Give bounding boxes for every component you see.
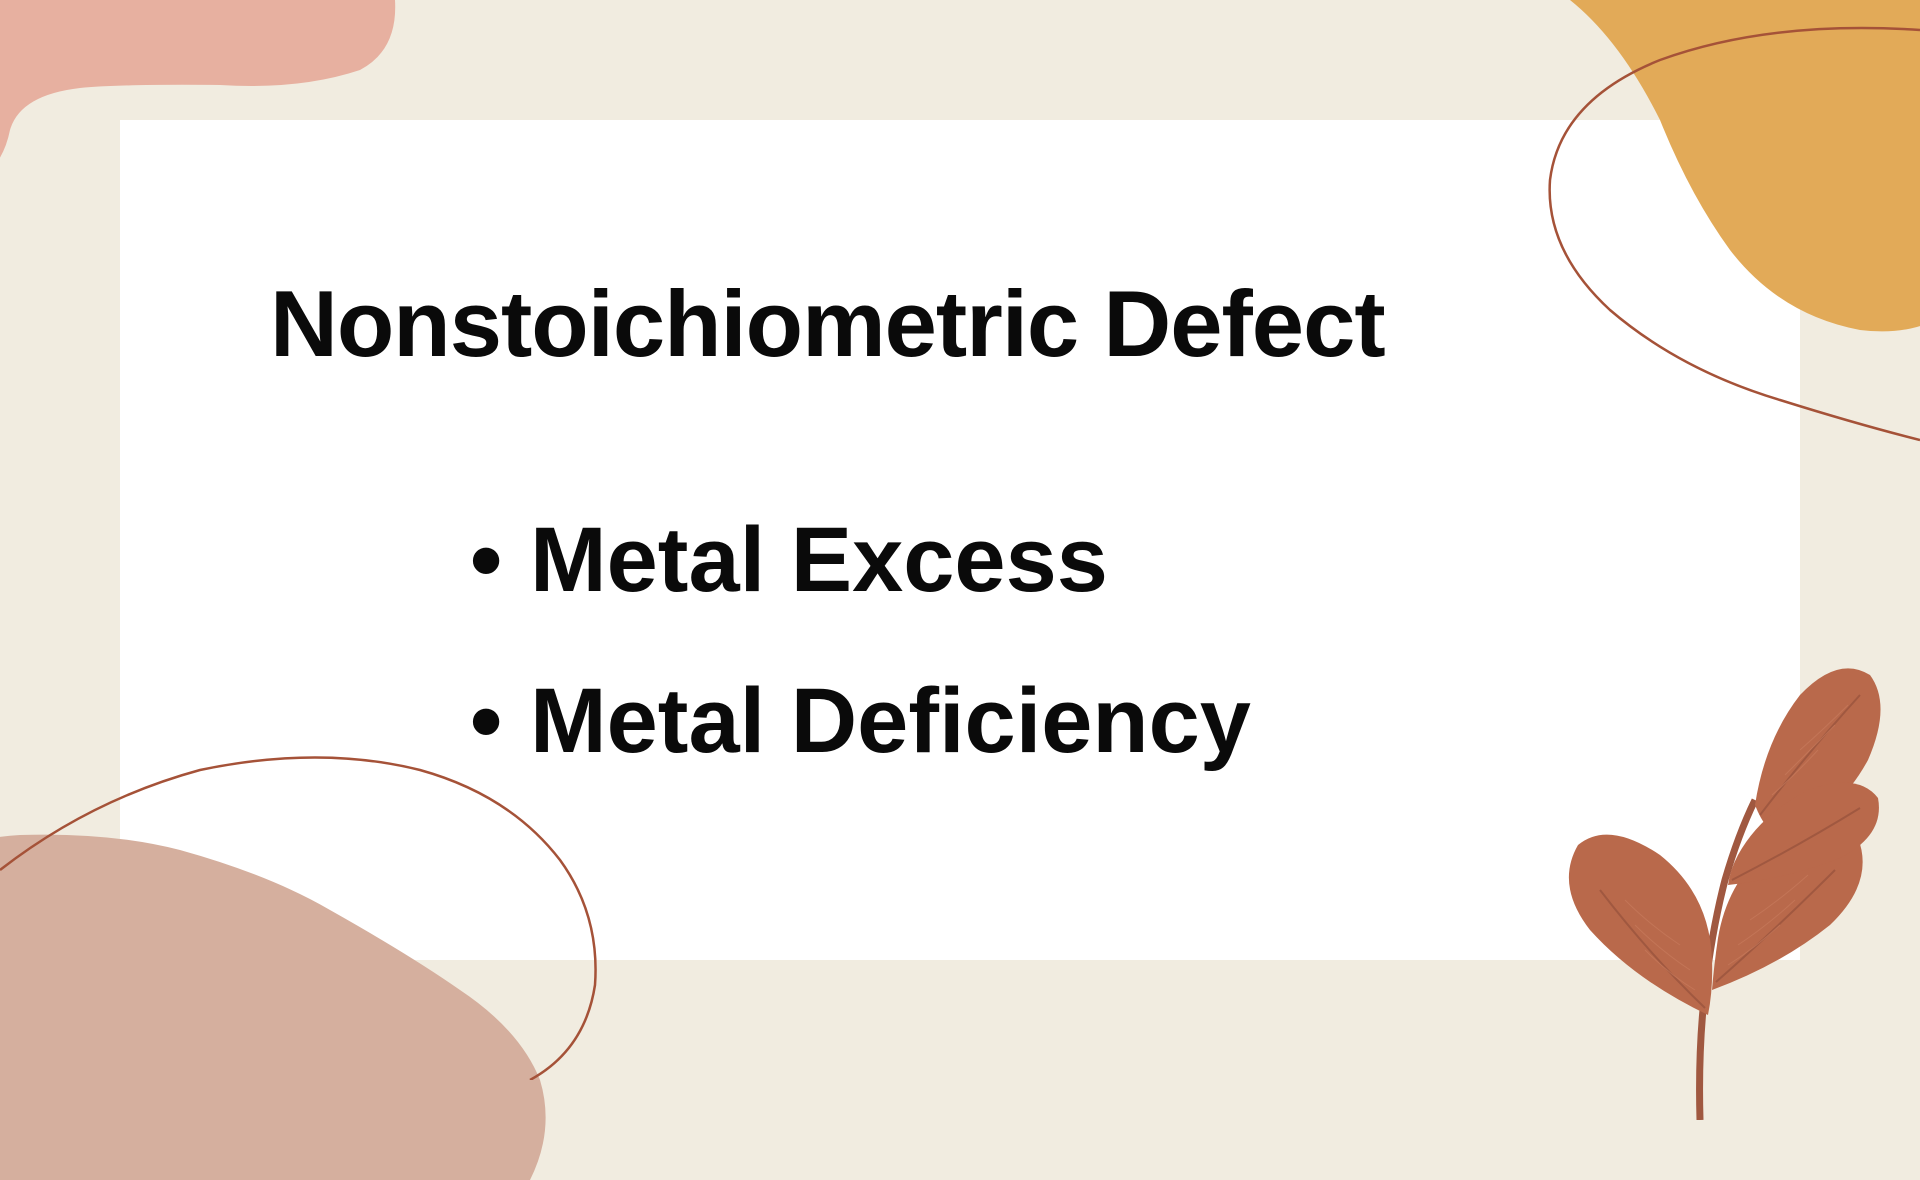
decoration-plant (1460, 620, 1900, 1120)
decoration-blob-top-left (0, 0, 440, 220)
bullet-list: Metal Excess Metal Deficiency (450, 480, 1251, 802)
slide-title: Nonstoichiometric Defect (270, 270, 1385, 378)
bullet-item: Metal Excess (450, 480, 1251, 641)
bullet-item: Metal Deficiency (450, 641, 1251, 802)
decoration-line-top-right (1220, 0, 1920, 500)
